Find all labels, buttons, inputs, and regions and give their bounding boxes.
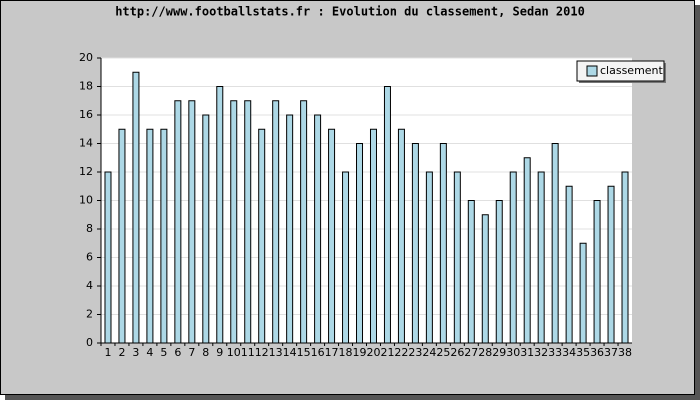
x-tick-label: 5 bbox=[160, 346, 167, 359]
x-tick-label: 23 bbox=[408, 346, 422, 359]
x-tick-label: 32 bbox=[534, 346, 548, 359]
y-tick-label: 14 bbox=[79, 137, 93, 150]
x-tick-label: 20 bbox=[366, 346, 380, 359]
x-tick-label: 3 bbox=[132, 346, 139, 359]
bar bbox=[286, 114, 294, 344]
x-tick-label: 27 bbox=[464, 346, 478, 359]
x-tick-label: 17 bbox=[325, 346, 339, 359]
x-tick-label: 31 bbox=[520, 346, 534, 359]
x-tick-label: 38 bbox=[618, 346, 632, 359]
legend-box bbox=[576, 60, 665, 82]
x-tick-label: 35 bbox=[576, 346, 590, 359]
y-tick-label: 2 bbox=[86, 308, 93, 321]
bar bbox=[118, 128, 126, 344]
x-tick-label: 16 bbox=[311, 346, 325, 359]
x-tick-label: 22 bbox=[394, 346, 408, 359]
chart-title: http://www.footballstats.fr : Evolution … bbox=[115, 5, 585, 19]
x-tick-label: 33 bbox=[548, 346, 562, 359]
x-tick-label: 7 bbox=[188, 346, 195, 359]
x-tick-label: 10 bbox=[227, 346, 241, 359]
x-tick-label: 26 bbox=[450, 346, 464, 359]
x-tick-label: 28 bbox=[478, 346, 492, 359]
legend-label: classement bbox=[600, 64, 664, 77]
x-tick-label: 11 bbox=[241, 346, 255, 359]
bar bbox=[369, 128, 377, 344]
bar bbox=[467, 200, 475, 344]
bar bbox=[523, 157, 531, 344]
x-tick-label: 18 bbox=[339, 346, 353, 359]
bar bbox=[230, 100, 238, 344]
y-tick-label: 10 bbox=[79, 194, 93, 207]
bar bbox=[481, 214, 489, 344]
bar bbox=[216, 86, 224, 344]
bar bbox=[551, 143, 559, 344]
x-tick-label: 34 bbox=[562, 346, 576, 359]
bar bbox=[328, 128, 336, 344]
bar bbox=[272, 100, 280, 344]
y-tick-label: 18 bbox=[79, 80, 93, 93]
bar bbox=[565, 185, 573, 344]
x-tick-label: 14 bbox=[283, 346, 297, 359]
y-tick-label: 8 bbox=[86, 222, 93, 235]
x-tick-label: 12 bbox=[255, 346, 269, 359]
x-tick-label: 9 bbox=[216, 346, 223, 359]
y-tick-label: 16 bbox=[79, 108, 93, 121]
x-tick-label: 24 bbox=[422, 346, 436, 359]
y-tick-label: 20 bbox=[79, 51, 93, 64]
bar bbox=[397, 128, 405, 344]
bar bbox=[300, 100, 308, 344]
bar bbox=[579, 242, 587, 344]
bar bbox=[132, 71, 140, 344]
x-tick-label: 21 bbox=[380, 346, 394, 359]
x-tick-label: 8 bbox=[202, 346, 209, 359]
bar bbox=[607, 185, 615, 344]
bar bbox=[495, 200, 503, 344]
bar bbox=[104, 171, 112, 344]
bar bbox=[509, 171, 517, 344]
y-tick-label: 0 bbox=[86, 336, 93, 349]
bar bbox=[258, 128, 266, 344]
x-tick-label: 6 bbox=[174, 346, 181, 359]
legend-swatch bbox=[586, 65, 598, 77]
bar bbox=[593, 200, 601, 344]
x-tick-label: 1 bbox=[104, 346, 111, 359]
bar bbox=[244, 100, 252, 344]
x-tick-label: 29 bbox=[492, 346, 506, 359]
bar bbox=[356, 143, 364, 344]
bar bbox=[453, 171, 461, 344]
bar bbox=[188, 100, 196, 344]
x-tick-label: 2 bbox=[118, 346, 125, 359]
y-tick-label: 6 bbox=[86, 251, 93, 264]
bar bbox=[383, 86, 391, 344]
x-tick-label: 13 bbox=[269, 346, 283, 359]
x-tick-label: 19 bbox=[353, 346, 367, 359]
x-tick-label: 37 bbox=[604, 346, 618, 359]
bar bbox=[342, 171, 350, 344]
bar bbox=[537, 171, 545, 344]
x-tick-label: 15 bbox=[297, 346, 311, 359]
bar bbox=[202, 114, 210, 344]
bar bbox=[174, 100, 182, 344]
bar bbox=[439, 143, 447, 344]
bar bbox=[314, 114, 322, 344]
y-tick-label: 12 bbox=[79, 165, 93, 178]
bar bbox=[411, 143, 419, 344]
x-tick-label: 30 bbox=[506, 346, 520, 359]
bar bbox=[621, 171, 629, 344]
bar bbox=[425, 171, 433, 344]
bar bbox=[160, 128, 168, 344]
x-tick-label: 36 bbox=[590, 346, 604, 359]
x-tick-label: 25 bbox=[436, 346, 450, 359]
y-tick-label: 4 bbox=[86, 279, 93, 292]
bar bbox=[146, 128, 154, 344]
x-tick-label: 4 bbox=[146, 346, 153, 359]
